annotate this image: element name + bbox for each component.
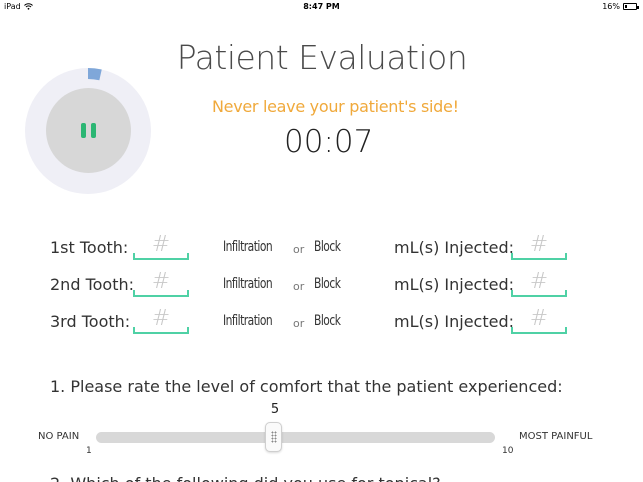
status-right: 16% — [602, 2, 639, 11]
tooth-label: 1st Tooth: — [50, 238, 129, 257]
ml-injected-label: mL(s) Injected: — [394, 238, 515, 257]
infiltration-option[interactable]: Infiltration — [223, 239, 273, 255]
ml-injected-input[interactable]: # — [511, 269, 567, 297]
slider-min-label: NO PAIN — [38, 431, 80, 442]
ml-injected-input[interactable]: # — [511, 232, 567, 260]
page-title: Patient Evaluation — [176, 38, 468, 77]
ml-placeholder: # — [529, 269, 549, 294]
warning-text: Never leave your patient's side! — [212, 97, 459, 116]
ml-placeholder: # — [529, 306, 549, 331]
or-text: or — [293, 317, 305, 330]
tooth-number-input[interactable]: # — [133, 232, 189, 260]
tooth-number-placeholder: # — [151, 232, 171, 257]
pause-icon — [81, 123, 86, 138]
tooth-number-placeholder: # — [151, 269, 171, 294]
ml-injected-input[interactable]: # — [511, 306, 567, 334]
battery-percent: 16% — [602, 2, 620, 11]
slider-min-value: 1 — [86, 446, 92, 456]
tooth-label: 3rd Tooth: — [50, 312, 131, 331]
question-2-text: 2. Which of the following did you use fo… — [50, 474, 441, 482]
slider-max-label: MOST PAINFUL — [519, 431, 593, 442]
tooth-number-placeholder: # — [151, 306, 171, 331]
status-left: iPad — [4, 2, 33, 11]
ml-injected-label: mL(s) Injected: — [394, 312, 515, 331]
comfort-slider-thumb[interactable] — [265, 422, 282, 452]
block-option[interactable]: Block — [314, 313, 341, 329]
ml-injected-label: mL(s) Injected: — [394, 275, 515, 294]
grip-icon — [271, 431, 277, 443]
timer-progress-arc — [87, 68, 102, 81]
wifi-icon — [23, 3, 33, 10]
block-option[interactable]: Block — [314, 276, 341, 292]
pause-icon — [91, 123, 96, 138]
ml-placeholder: # — [529, 232, 549, 257]
pause-button[interactable] — [46, 88, 131, 173]
comfort-slider-track[interactable] — [96, 432, 495, 443]
infiltration-option[interactable]: Infiltration — [223, 313, 273, 329]
timer-display: 00:07 — [284, 124, 374, 160]
device-name: iPad — [4, 2, 21, 11]
tooth-label: 2nd Tooth: — [50, 275, 134, 294]
question-1-text: 1. Please rate the level of comfort that… — [50, 377, 563, 396]
comfort-slider-value: 5 — [270, 402, 280, 417]
infiltration-option[interactable]: Infiltration — [223, 276, 273, 292]
status-bar: iPad 8:47 PM 16% — [0, 0, 643, 14]
tooth-number-input[interactable]: # — [133, 269, 189, 297]
slider-max-value: 10 — [502, 446, 514, 456]
battery-icon — [623, 3, 639, 10]
or-text: or — [293, 243, 305, 256]
or-text: or — [293, 280, 305, 293]
tooth-number-input[interactable]: # — [133, 306, 189, 334]
block-option[interactable]: Block — [314, 239, 341, 255]
status-time: 8:47 PM — [303, 2, 340, 11]
